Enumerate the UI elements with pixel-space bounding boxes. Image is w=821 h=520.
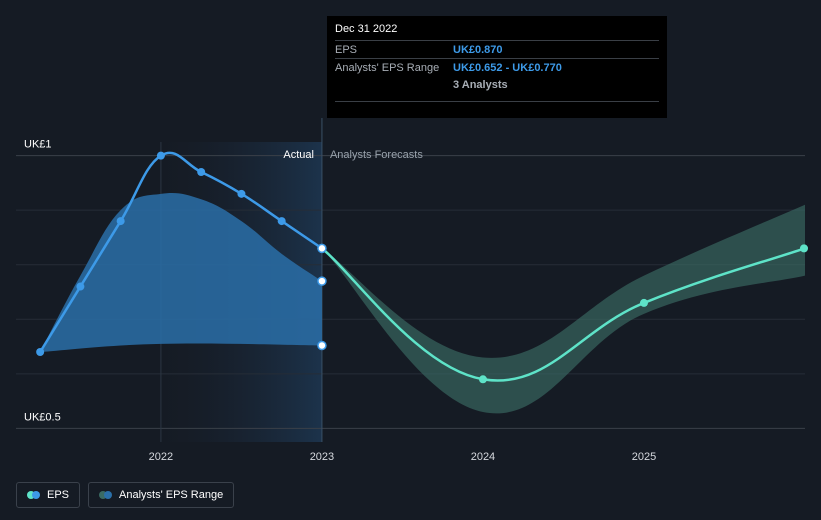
legend-eps-swatch-icon xyxy=(27,491,40,499)
eps-point xyxy=(36,348,45,356)
tooltip-eps-key: EPS xyxy=(335,43,358,56)
eps-point xyxy=(197,168,206,176)
tooltip-row-range: Analysts' EPS Range UK£0.652 - UK£0.770 xyxy=(335,58,659,76)
tooltip-range-value: UK£0.652 - UK£0.770 xyxy=(453,61,562,74)
x-tick-label: 2022 xyxy=(149,451,173,463)
tooltip-divider xyxy=(335,101,659,102)
y-tick-label: UK£0.5 xyxy=(24,411,61,423)
forecast-range-area xyxy=(321,204,805,414)
forecast-point xyxy=(639,298,648,307)
tooltip-date: Dec 31 2022 xyxy=(335,23,398,35)
legend: EPS Analysts' EPS Range xyxy=(16,482,235,508)
tooltip-eps-value: UK£0.870 xyxy=(453,43,503,56)
tooltip-analysts-count: 3 Analysts xyxy=(453,78,508,91)
tooltip-range-key: Analysts' EPS Range xyxy=(335,61,440,74)
actual-range-area xyxy=(40,192,322,352)
forecast-end-point xyxy=(800,244,808,253)
y-tick-label: UK£1 xyxy=(24,139,52,151)
tooltip-row-eps: EPS UK£0.870 xyxy=(335,40,659,58)
x-tick-label: 2024 xyxy=(471,451,495,463)
x-tick-label: 2025 xyxy=(632,451,656,463)
actual-region-label: Actual xyxy=(283,149,314,161)
series-line-1 xyxy=(321,247,806,382)
legend-range-label: Analysts' EPS Range xyxy=(119,489,224,501)
legend-eps-label: EPS xyxy=(47,489,70,501)
eps-point xyxy=(76,282,85,291)
eps-point xyxy=(237,189,246,198)
range-hollow-point xyxy=(317,340,327,351)
x-tick-label: 2023 xyxy=(310,451,334,463)
forecast-point xyxy=(478,375,487,384)
legend-item-eps[interactable]: EPS xyxy=(16,482,81,508)
eps-point xyxy=(156,151,165,160)
legend-item-range[interactable]: Analysts' EPS Range xyxy=(88,482,235,508)
tooltip-row-analysts: 3 Analysts xyxy=(335,76,659,93)
forecast-region-label: Analysts Forecasts xyxy=(330,149,423,161)
eps-point xyxy=(116,217,125,226)
eps-point xyxy=(277,217,286,226)
tooltip: Dec 31 2022 EPS UK£0.870 Analysts' EPS R… xyxy=(327,16,667,118)
range-hollow-point xyxy=(317,276,327,286)
legend-range-swatch-icon xyxy=(99,491,113,499)
eps-hollow-point xyxy=(317,243,327,254)
